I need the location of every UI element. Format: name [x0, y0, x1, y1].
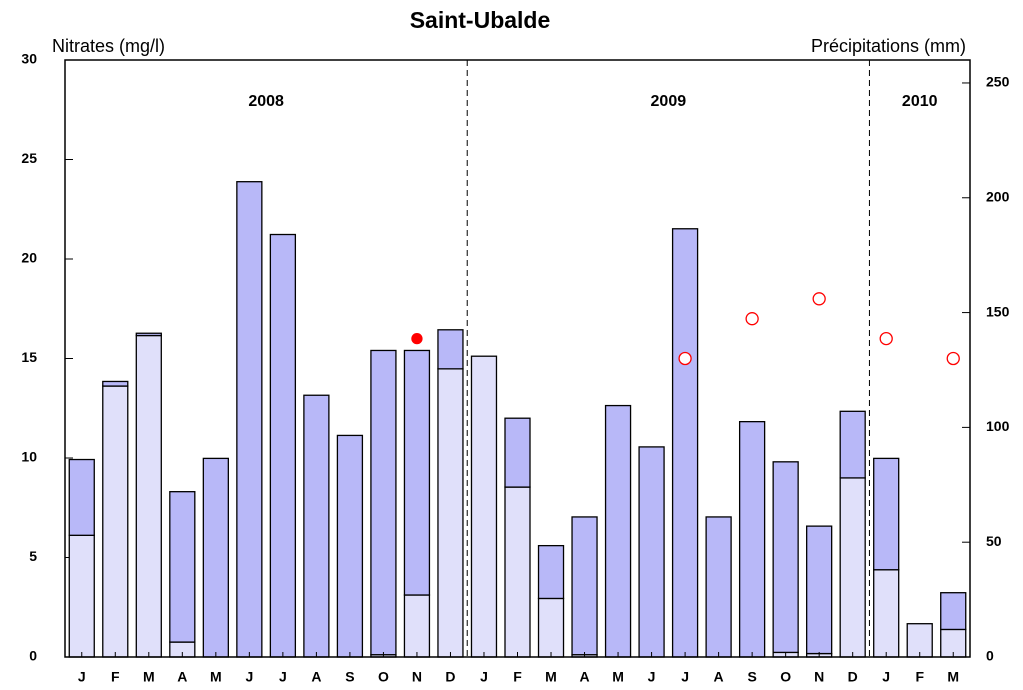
bar: [940, 592, 967, 631]
bar: [504, 486, 531, 658]
bar: [169, 491, 196, 643]
bar: [839, 410, 866, 479]
y-tick-label: 25: [21, 150, 37, 166]
bar: [537, 597, 565, 658]
bar: [738, 420, 766, 658]
y2-axis-label: Précipitations (mm): [811, 36, 966, 56]
bar: [571, 516, 598, 656]
bar: [303, 394, 330, 658]
x-tick-label: J: [480, 669, 488, 685]
bar: [671, 228, 699, 658]
x-tick-label: O: [780, 669, 791, 685]
y-tick-label: 5: [29, 548, 37, 564]
bar: [102, 380, 129, 387]
bar: [873, 457, 900, 571]
bar: [504, 417, 531, 488]
y2-tick-label: 50: [986, 533, 1002, 549]
y2-tick-label: 250: [986, 74, 1010, 90]
x-tick-label: D: [848, 669, 858, 685]
x-tick-label: D: [445, 669, 455, 685]
bar: [202, 457, 229, 658]
x-tick-label: O: [378, 669, 389, 685]
x-tick-label: J: [882, 669, 890, 685]
bar: [906, 623, 933, 658]
bar: [102, 385, 129, 658]
y-axis-label: Nitrates (mg/l): [52, 36, 165, 56]
bar: [370, 349, 397, 656]
x-tick-label: J: [648, 669, 656, 685]
bar: [236, 181, 263, 658]
bar: [403, 594, 431, 658]
x-tick-label: J: [681, 669, 689, 685]
x-tick-label: M: [143, 669, 155, 685]
bar: [336, 434, 364, 658]
y2-tick-label: 150: [986, 303, 1010, 319]
y2-tick-label: 100: [986, 418, 1010, 434]
x-tick-label: S: [747, 669, 756, 685]
marker: [946, 351, 960, 366]
bar: [68, 458, 95, 536]
x-tick-label: A: [311, 669, 321, 685]
bar: [638, 446, 665, 658]
bar: [839, 477, 866, 658]
bar: [470, 355, 498, 658]
x-tick-label: N: [814, 669, 824, 685]
x-tick-label: N: [412, 669, 422, 685]
x-tick-label: M: [612, 669, 624, 685]
x-tick-label: M: [210, 669, 222, 685]
year-label: 2008: [248, 93, 284, 110]
year-label: 2010: [902, 93, 938, 110]
bar: [135, 332, 162, 337]
bar: [437, 368, 464, 658]
chart-title: Saint-Ubalde: [410, 7, 551, 33]
bar: [806, 525, 833, 655]
x-tick-label: S: [345, 669, 354, 685]
y-tick-label: 10: [21, 449, 37, 465]
x-tick-label: J: [78, 669, 86, 685]
bar: [604, 404, 632, 658]
bar: [68, 534, 95, 658]
x-tick-label: F: [513, 669, 522, 685]
marker: [411, 332, 423, 345]
marker: [678, 351, 692, 366]
marker: [745, 312, 759, 326]
bar: [269, 233, 297, 658]
marker: [812, 292, 826, 306]
y2-tick-label: 200: [986, 188, 1010, 204]
y2-tick-label: 0: [986, 648, 994, 664]
x-tick-label: J: [245, 669, 253, 685]
x-tick-label: F: [915, 669, 924, 685]
y-tick-label: 30: [21, 51, 37, 67]
bar: [537, 544, 565, 600]
x-tick-label: F: [111, 669, 120, 685]
bar: [873, 569, 900, 658]
y-tick-label: 20: [21, 250, 37, 266]
x-tick-label: A: [714, 669, 724, 685]
bar: [135, 334, 162, 658]
y-tick-label: 15: [21, 349, 37, 365]
x-tick-label: M: [947, 669, 959, 685]
year-label: 2009: [651, 93, 687, 110]
bar: [403, 349, 431, 596]
marker: [879, 331, 893, 346]
x-tick-label: M: [545, 669, 557, 685]
bar: [772, 461, 799, 654]
y-tick-label: 0: [29, 648, 37, 664]
x-tick-label: J: [279, 669, 287, 685]
x-tick-label: A: [177, 669, 187, 685]
x-tick-label: A: [579, 669, 589, 685]
bar: [705, 516, 732, 658]
plot-frame: [64, 59, 971, 658]
bar: [437, 329, 464, 370]
